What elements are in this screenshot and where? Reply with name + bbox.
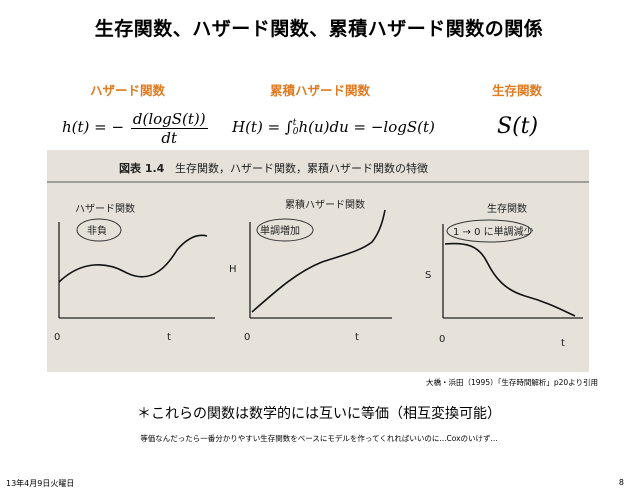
panel-cumulative-note: 単調増加 <box>260 224 300 237</box>
hazard-fraction: d(logS(t)) dt <box>130 110 208 147</box>
panel-survival-note-circle <box>446 219 532 243</box>
panel-cumulative-title: 累積ハザード関数 <box>285 198 365 211</box>
panel-survival-origin: 0 <box>439 334 445 345</box>
cumulative-formula-rhs: h(u)du = −logS(t) <box>298 118 435 136</box>
slide-title: 生存関数、ハザード関数、累積ハザード関数の関係 <box>94 18 544 40</box>
panel-hazard-origin: 0 <box>54 332 60 343</box>
panel-survival-title: 生存関数 <box>487 202 527 215</box>
cumulative-formula: H(t) = ∫ t 0 h(u)du = −logS(t) <box>232 118 435 137</box>
figure-caption-label: 図表 1.4 <box>119 161 165 175</box>
panel-survival-xlabel: t <box>561 338 565 349</box>
panel-cumulative-note-circle <box>256 218 314 242</box>
book-figure-svg: 図表 1.4 生存関数，ハザード関数，累積ハザード関数の特徴 ハザード関数 非負… <box>47 150 589 372</box>
footer-date: 13年4月9日火曜日 <box>6 479 75 488</box>
remark: ＊これらの関数は数学的には互いに等価（相互変換可能） <box>137 406 501 422</box>
panel-cumulative-origin: 0 <box>244 332 250 343</box>
panel-hazard-note-circle <box>76 218 122 242</box>
page-number: 8 <box>618 478 624 487</box>
cumulative-formula-lhs: H(t) = ∫ <box>232 118 293 136</box>
survival-label: 生存関数 <box>492 83 543 98</box>
panel-cumulative-ylabel: H <box>229 264 237 275</box>
figure-background <box>47 150 589 372</box>
panel-survival-curve <box>444 242 576 317</box>
panel-hazard-xlabel: t <box>167 332 171 343</box>
citation: 大橋・浜田（1995）「生存時間解析」p20より引用 <box>426 378 598 387</box>
panel-hazard-note: 非負 <box>87 225 107 237</box>
panel-survival-note: 1 → 0 に単調減少 <box>453 225 534 238</box>
integral-upper: t <box>292 118 297 128</box>
figure-caption: 生存関数，ハザード関数，累積ハザード関数の特徴 <box>175 161 428 175</box>
integral-lower: 0 <box>292 127 299 137</box>
book-figure: 図表 1.4 生存関数，ハザード関数，累積ハザード関数の特徴 ハザード関数 非負… <box>47 150 589 372</box>
hazard-numerator: d(logS(t)) <box>130 110 208 129</box>
panel-hazard-curve <box>58 234 208 283</box>
hazard-formula-lhs: h(t) = − <box>62 118 125 136</box>
panel-cumulative-curve <box>251 209 386 313</box>
subnote: 等価なんだったら一番分かりやすい生存関数をベースにモデルを作ってくれればいいのに… <box>140 434 498 443</box>
cumulative-hazard-label: 累積ハザード関数 <box>270 83 371 98</box>
panel-survival-ylabel: S <box>425 270 431 281</box>
hazard-denominator: dt <box>161 129 178 147</box>
panel-cumulative-xlabel: t <box>355 332 359 343</box>
survival-formula: S(t) <box>497 114 539 139</box>
hazard-formula: h(t) = − d(logS(t)) dt <box>62 110 208 147</box>
panel-hazard-title: ハザード関数 <box>75 202 135 215</box>
hazard-label: ハザード関数 <box>90 83 166 98</box>
